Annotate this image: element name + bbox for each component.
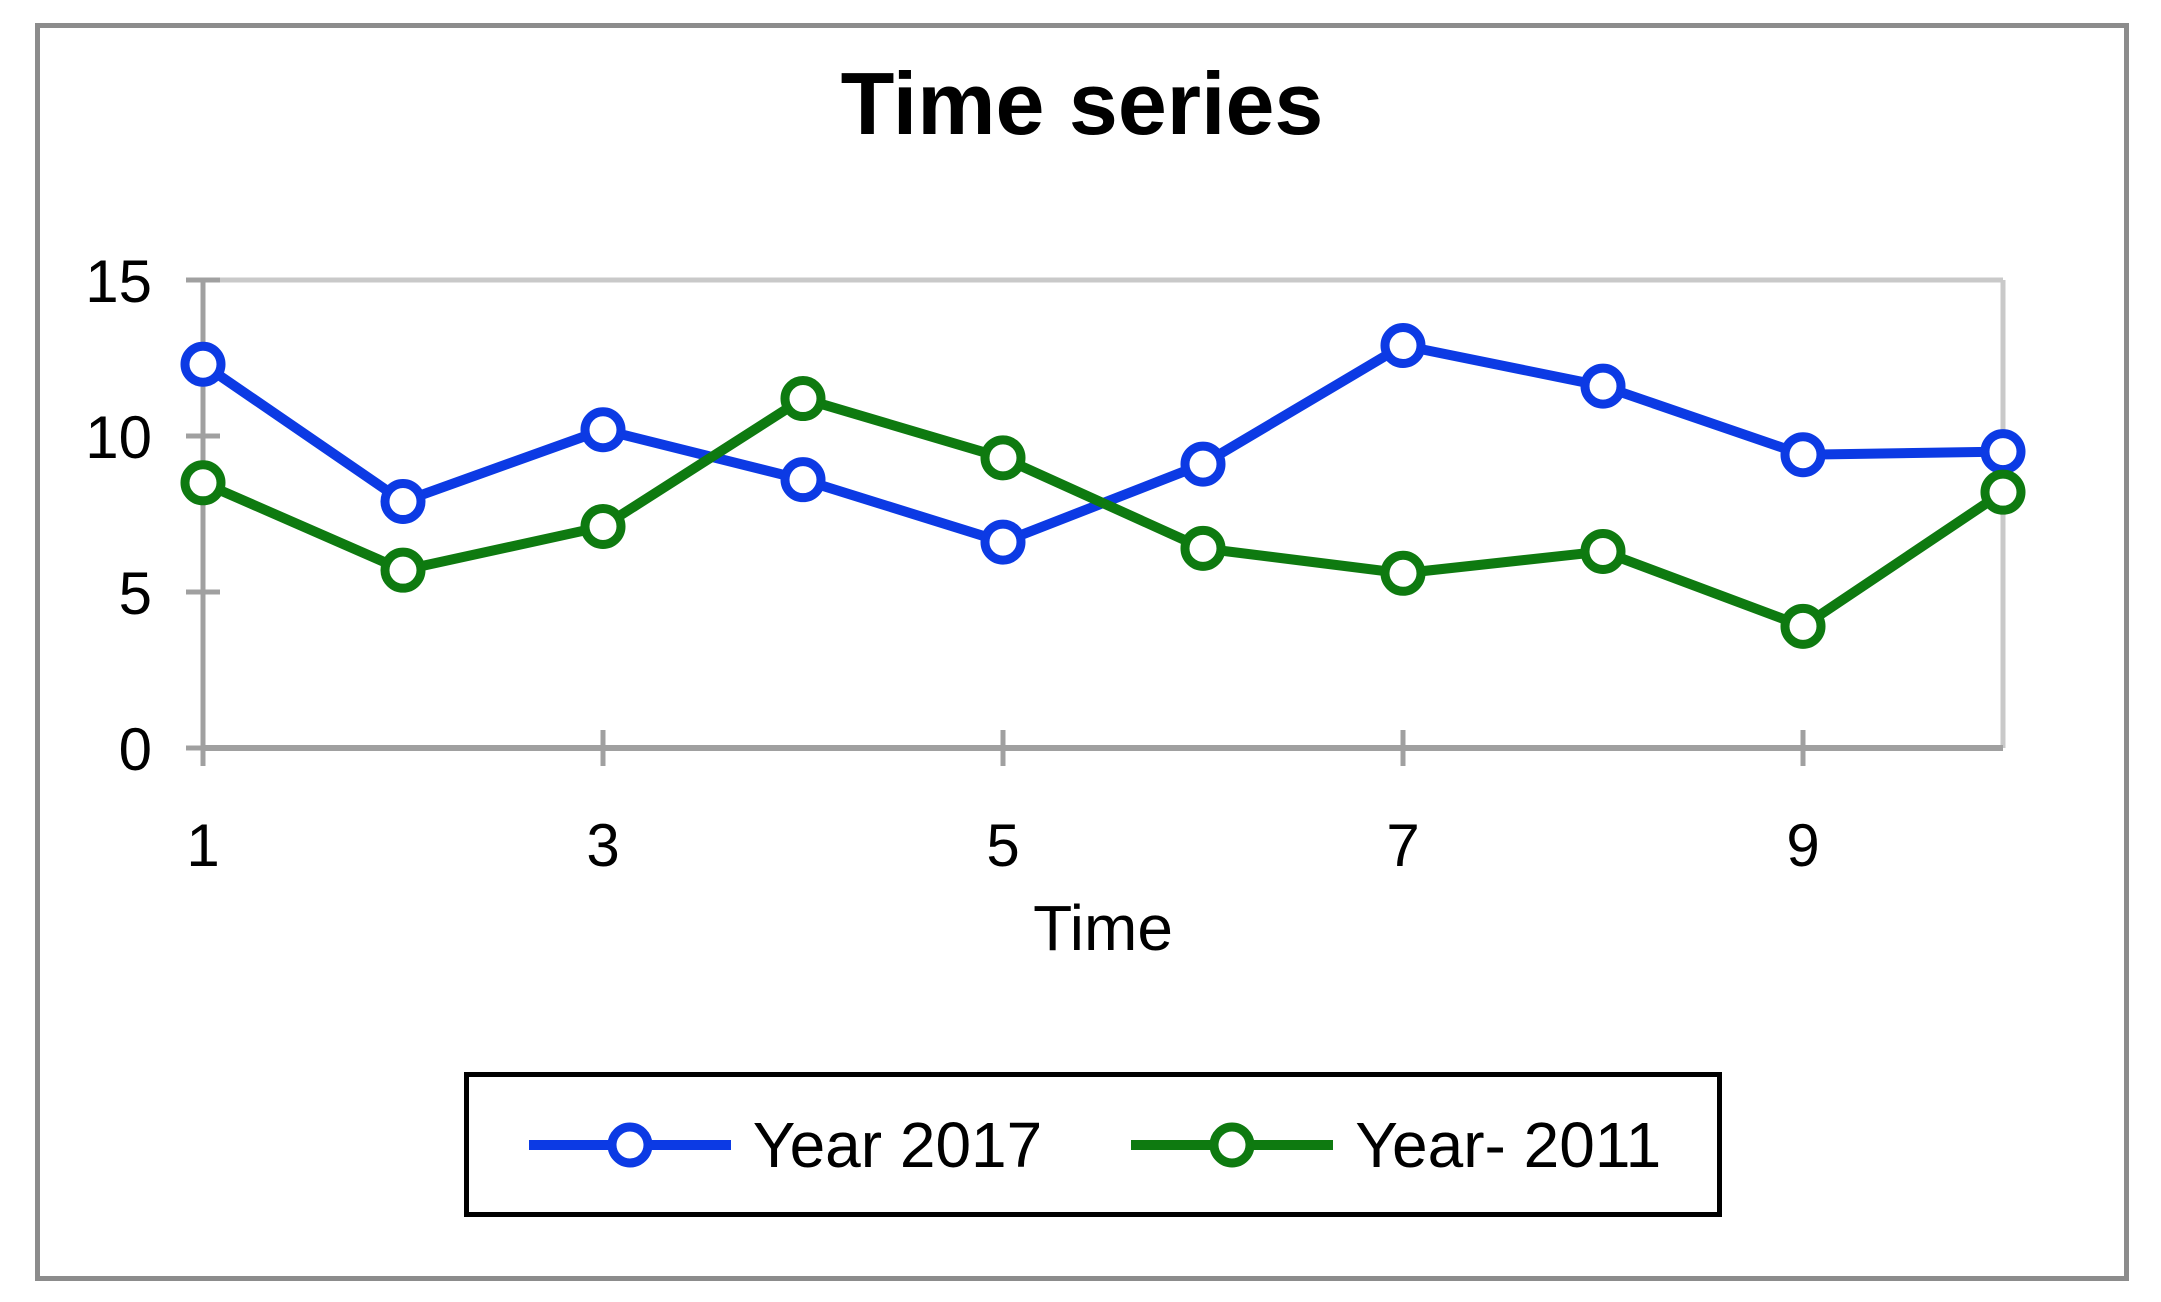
x-tick-label: 1: [186, 812, 219, 879]
x-tick-label: 3: [586, 812, 619, 879]
legend-marker-year-2017: [528, 1122, 731, 1167]
x-tick-label: 5: [986, 812, 1019, 879]
data-point: [1980, 429, 2026, 475]
y-tick-label: 5: [119, 560, 152, 627]
data-point: [380, 479, 426, 525]
data-point: [1580, 528, 1626, 574]
data-point: [380, 547, 426, 593]
data-point: [1180, 525, 1226, 571]
data-point: [180, 460, 226, 506]
x-tick-label: 9: [1786, 812, 1819, 879]
x-tick-label: 7: [1386, 812, 1419, 879]
legend-label-year-2011: Year- 2011: [1355, 1108, 1662, 1181]
series-year-2011: [180, 376, 2026, 649]
data-point: [580, 407, 626, 453]
y-tick-label: 10: [85, 404, 152, 471]
data-point: [580, 503, 626, 549]
data-point: [780, 376, 826, 422]
data-point: [980, 435, 1026, 481]
data-point: [1180, 441, 1226, 487]
y-tick-label: 0: [119, 716, 152, 783]
legend: Year 2017 Year- 2011: [464, 1072, 1722, 1217]
data-point: [1780, 432, 1826, 478]
y-tick-label: 15: [85, 248, 152, 315]
legend-marker-year-2011: [1131, 1122, 1334, 1167]
legend-entry-year-2017: Year 2017: [525, 1113, 1042, 1177]
chart-title: Time series: [840, 54, 1324, 153]
data-point: [180, 341, 226, 387]
series-year-2017: [180, 323, 2026, 565]
data-point: [1380, 550, 1426, 596]
legend-label-year-2017: Year 2017: [752, 1108, 1043, 1181]
data-point: [1380, 323, 1426, 369]
figure-border: [35, 23, 2129, 1281]
axes: [186, 277, 2003, 766]
legend-entry-year-2011: Year- 2011: [1127, 1113, 1661, 1177]
data-point: [1780, 603, 1826, 649]
y-tick-labels: 0 5 10 15: [85, 248, 152, 783]
data-point: [980, 519, 1026, 565]
data-point: [780, 457, 826, 503]
plot-border: [203, 277, 2006, 748]
data-point: [1580, 363, 1626, 409]
x-tick-labels: 1 3 5 7 9: [186, 812, 1819, 879]
x-axis-title: Time: [1033, 892, 1173, 964]
data-point: [1980, 469, 2026, 515]
